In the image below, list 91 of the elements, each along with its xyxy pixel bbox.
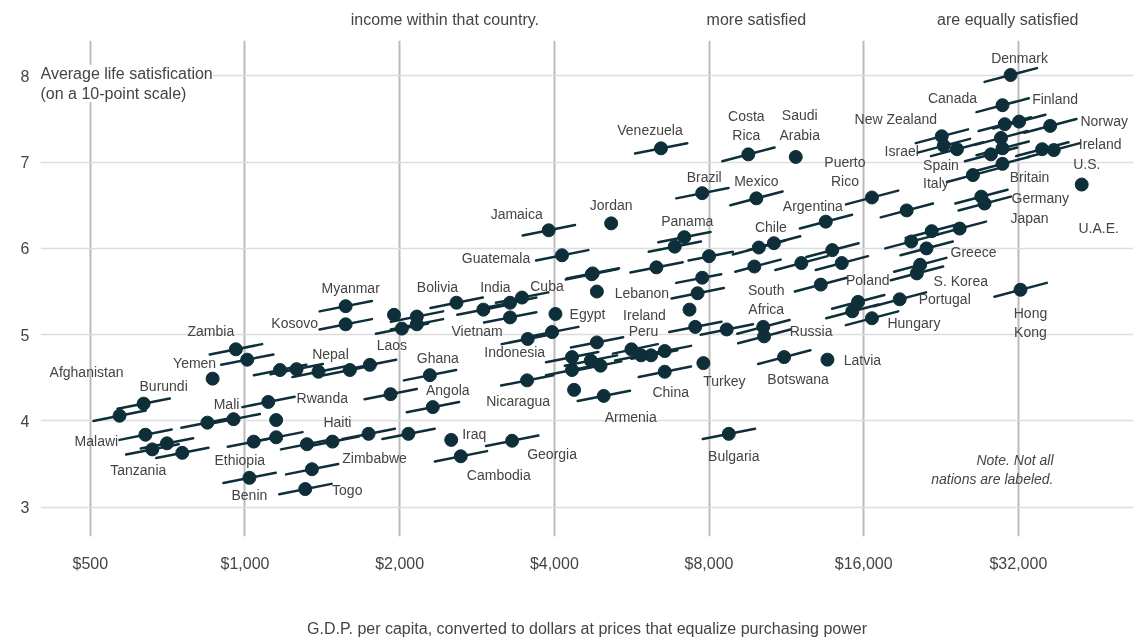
x-tick-label: $8,000 bbox=[684, 554, 734, 572]
annotation: Ireland bbox=[1078, 136, 1122, 153]
annotation: Bolivia bbox=[416, 278, 459, 295]
annotation: Guatemala bbox=[461, 250, 531, 267]
annotation: Jordan bbox=[589, 197, 633, 214]
annotation: Benin bbox=[231, 486, 268, 503]
x-axis-title: G.D.P. per capita, converted to dollars at prices that equalize purchasing power bbox=[306, 619, 868, 637]
annotation: Mali bbox=[213, 396, 240, 413]
annotation: Spain bbox=[923, 157, 959, 174]
annotation: S. Korea bbox=[933, 273, 989, 290]
annotation: Mexico bbox=[734, 173, 779, 190]
annotation: Latvia bbox=[843, 351, 882, 368]
y-axis-title: Average life satisfication (on a 10-point scale) bbox=[40, 64, 213, 103]
text: more satisfied bbox=[706, 11, 807, 29]
annotation: Britain bbox=[1009, 168, 1050, 185]
annotation: Jamaica bbox=[490, 206, 543, 223]
annotation: Israel bbox=[884, 142, 919, 159]
annotation: Indonesia bbox=[484, 343, 546, 360]
x-tick-label: $4,000 bbox=[529, 554, 579, 572]
annotation: South Africa bbox=[747, 282, 785, 318]
annotation: Togo bbox=[332, 482, 363, 499]
annotation: Nicaragua bbox=[486, 393, 551, 410]
annotation: Yemen bbox=[173, 354, 217, 371]
annotation: Myanmar bbox=[321, 280, 381, 297]
annotation: Panama bbox=[661, 213, 714, 230]
annotation: Brazil bbox=[686, 169, 722, 186]
y-tick-label: 5 bbox=[20, 326, 30, 344]
annotation: India bbox=[480, 278, 511, 295]
x-tick-label: $1,000 bbox=[220, 554, 270, 572]
annotation: Note. Not all nations are labeled. bbox=[931, 451, 1055, 487]
y-tick-label: 6 bbox=[20, 240, 30, 258]
annotation: Kosovo bbox=[271, 315, 319, 332]
annotation: Botswana bbox=[767, 371, 830, 388]
annotation: Argentina bbox=[782, 197, 843, 214]
annotation: Poland bbox=[845, 271, 890, 288]
annotation: Laos bbox=[376, 336, 408, 353]
annotation: Venezuela bbox=[617, 122, 683, 139]
annotation: Puerto Rico bbox=[824, 153, 866, 190]
annotation: Vietnam bbox=[451, 323, 503, 340]
annotation: Chile bbox=[754, 219, 788, 236]
annotation: Georgia bbox=[527, 445, 578, 462]
annotation: Turkey bbox=[703, 373, 746, 390]
annotation: Ghana bbox=[416, 350, 460, 367]
annotation: Ireland bbox=[623, 306, 666, 323]
annotation: Finland bbox=[1032, 90, 1079, 107]
text: are equally satisfied bbox=[937, 11, 1079, 29]
annotation: Denmark bbox=[991, 50, 1049, 66]
annotation: Tanzania bbox=[110, 462, 167, 479]
annotation: U.S. bbox=[1073, 156, 1101, 173]
annotation: U.A.E. bbox=[1078, 219, 1119, 236]
annotation: Armenia bbox=[604, 408, 657, 425]
annotation: Japan bbox=[1010, 209, 1049, 226]
annotation: Egypt bbox=[569, 305, 606, 322]
annotation: Saudi Arabia bbox=[779, 107, 821, 143]
annotation: Iraq bbox=[462, 425, 487, 442]
x-tick-label: $500 bbox=[72, 554, 109, 572]
annotation: Malawi bbox=[74, 432, 119, 449]
annotation: Germany bbox=[1011, 189, 1070, 206]
annotation: Lebanon bbox=[614, 284, 670, 301]
annotation: Zimbabwe bbox=[342, 449, 408, 466]
annotation: Hong Kong bbox=[1013, 305, 1048, 341]
annotation: Canada bbox=[927, 90, 978, 107]
y-tick-label: 7 bbox=[20, 154, 30, 172]
annotation: Afghanistan bbox=[49, 363, 124, 380]
annotation: Cuba bbox=[530, 277, 564, 294]
y-tick-label: 3 bbox=[20, 499, 30, 517]
annotation: New Zealand bbox=[854, 111, 938, 128]
annotation: Hungary bbox=[887, 315, 941, 332]
annotation: Greece bbox=[950, 244, 997, 261]
annotation: Rwanda bbox=[296, 389, 349, 406]
annotation: Haiti bbox=[323, 413, 352, 430]
annotation: Russia bbox=[789, 323, 833, 340]
annotation: Angola bbox=[425, 382, 470, 399]
annotation: Burundi bbox=[139, 377, 188, 394]
annotation: Cambodia bbox=[466, 467, 531, 484]
annotation: Norway bbox=[1080, 112, 1128, 129]
annotation: Portugal bbox=[918, 291, 971, 308]
y-tick-label: 4 bbox=[20, 412, 30, 430]
x-tick-label: $2,000 bbox=[375, 554, 425, 572]
x-tick-label: $32,000 bbox=[989, 554, 1048, 572]
x-tick-label: $16,000 bbox=[834, 554, 893, 572]
text: income within that country. bbox=[350, 11, 540, 29]
annotation: Italy bbox=[923, 175, 949, 192]
annotation: Bulgaria bbox=[708, 447, 760, 464]
y-tick-label: 8 bbox=[20, 67, 30, 85]
annotation: Costa Rica bbox=[728, 107, 765, 143]
annotation: China bbox=[652, 383, 690, 400]
annotation: Nepal bbox=[312, 345, 349, 362]
annotation: Peru bbox=[628, 323, 659, 340]
annotation: Ethiopia bbox=[214, 451, 266, 468]
annotation: Zambia bbox=[187, 323, 235, 340]
